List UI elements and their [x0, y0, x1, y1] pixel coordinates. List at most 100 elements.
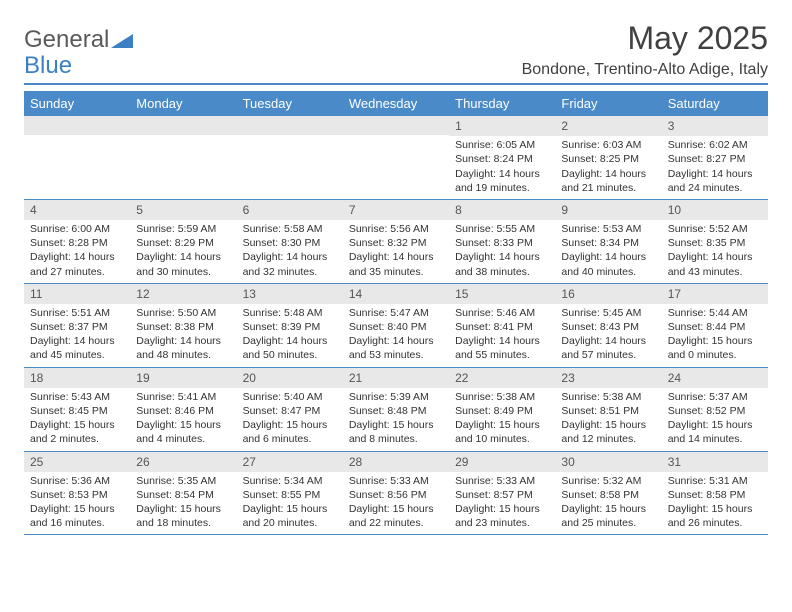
- day-number: 10: [662, 200, 768, 220]
- sunset-text: Sunset: 8:55 PM: [243, 488, 337, 502]
- sunrise-text: Sunrise: 5:48 AM: [243, 306, 337, 320]
- sunrise-text: Sunrise: 5:41 AM: [136, 390, 230, 404]
- sunset-text: Sunset: 8:25 PM: [561, 152, 655, 166]
- weekday-wed: Wednesday: [343, 91, 449, 116]
- day-number: 18: [24, 368, 130, 388]
- day-cell: 21Sunrise: 5:39 AMSunset: 8:48 PMDayligh…: [343, 368, 449, 451]
- sunset-text: Sunset: 8:51 PM: [561, 404, 655, 418]
- day-number: 27: [237, 452, 343, 472]
- sunrise-text: Sunrise: 5:58 AM: [243, 222, 337, 236]
- day-cell: 13Sunrise: 5:48 AMSunset: 8:39 PMDayligh…: [237, 284, 343, 367]
- daylight-text: and 20 minutes.: [243, 516, 337, 530]
- day-cell: 23Sunrise: 5:38 AMSunset: 8:51 PMDayligh…: [555, 368, 661, 451]
- day-number: 24: [662, 368, 768, 388]
- day-number: 8: [449, 200, 555, 220]
- day-number: 11: [24, 284, 130, 304]
- sunset-text: Sunset: 8:33 PM: [455, 236, 549, 250]
- sunset-text: Sunset: 8:34 PM: [561, 236, 655, 250]
- day-number: 30: [555, 452, 661, 472]
- daylight-text: and 45 minutes.: [30, 348, 124, 362]
- sunrise-text: Sunrise: 6:03 AM: [561, 138, 655, 152]
- sunrise-text: Sunrise: 5:52 AM: [668, 222, 762, 236]
- day-body: Sunrise: 5:51 AMSunset: 8:37 PMDaylight:…: [24, 306, 130, 367]
- sunset-text: Sunset: 8:54 PM: [136, 488, 230, 502]
- day-body: Sunrise: 5:34 AMSunset: 8:55 PMDaylight:…: [237, 474, 343, 535]
- daylight-text: and 27 minutes.: [30, 265, 124, 279]
- day-cell: [343, 116, 449, 199]
- daylight-text: and 21 minutes.: [561, 181, 655, 195]
- day-body: Sunrise: 5:40 AMSunset: 8:47 PMDaylight:…: [237, 390, 343, 451]
- day-number: 26: [130, 452, 236, 472]
- day-number: 23: [555, 368, 661, 388]
- sunrise-text: Sunrise: 5:40 AM: [243, 390, 337, 404]
- day-cell: 15Sunrise: 5:46 AMSunset: 8:41 PMDayligh…: [449, 284, 555, 367]
- day-number: 29: [449, 452, 555, 472]
- day-cell: 6Sunrise: 5:58 AMSunset: 8:30 PMDaylight…: [237, 200, 343, 283]
- daylight-text: and 10 minutes.: [455, 432, 549, 446]
- sunrise-text: Sunrise: 5:33 AM: [455, 474, 549, 488]
- daylight-text: Daylight: 14 hours: [30, 250, 124, 264]
- day-body: Sunrise: 5:47 AMSunset: 8:40 PMDaylight:…: [343, 306, 449, 367]
- sunset-text: Sunset: 8:43 PM: [561, 320, 655, 334]
- day-body: Sunrise: 5:41 AMSunset: 8:46 PMDaylight:…: [130, 390, 236, 451]
- logo-text-1: General: [24, 26, 109, 54]
- daylight-text: and 26 minutes.: [668, 516, 762, 530]
- day-body: Sunrise: 5:43 AMSunset: 8:45 PMDaylight:…: [24, 390, 130, 451]
- sunset-text: Sunset: 8:52 PM: [668, 404, 762, 418]
- day-number: 12: [130, 284, 236, 304]
- day-body: Sunrise: 5:50 AMSunset: 8:38 PMDaylight:…: [130, 306, 236, 367]
- calendar-body: 1Sunrise: 6:05 AMSunset: 8:24 PMDaylight…: [24, 116, 768, 535]
- daylight-text: and 53 minutes.: [349, 348, 443, 362]
- daylight-text: Daylight: 14 hours: [668, 167, 762, 181]
- day-cell: 28Sunrise: 5:33 AMSunset: 8:56 PMDayligh…: [343, 452, 449, 535]
- day-cell: [24, 116, 130, 199]
- day-cell: 16Sunrise: 5:45 AMSunset: 8:43 PMDayligh…: [555, 284, 661, 367]
- day-cell: 12Sunrise: 5:50 AMSunset: 8:38 PMDayligh…: [130, 284, 236, 367]
- sunset-text: Sunset: 8:41 PM: [455, 320, 549, 334]
- sunrise-text: Sunrise: 5:55 AM: [455, 222, 549, 236]
- day-number: 7: [343, 200, 449, 220]
- weekday-fri: Friday: [555, 91, 661, 116]
- daylight-text: Daylight: 15 hours: [668, 418, 762, 432]
- sunset-text: Sunset: 8:27 PM: [668, 152, 762, 166]
- sunrise-text: Sunrise: 5:59 AM: [136, 222, 230, 236]
- daylight-text: Daylight: 15 hours: [349, 418, 443, 432]
- sunset-text: Sunset: 8:35 PM: [668, 236, 762, 250]
- day-number: [343, 116, 449, 135]
- daylight-text: and 2 minutes.: [30, 432, 124, 446]
- day-body: Sunrise: 5:37 AMSunset: 8:52 PMDaylight:…: [662, 390, 768, 451]
- daylight-text: and 25 minutes.: [561, 516, 655, 530]
- daylight-text: and 12 minutes.: [561, 432, 655, 446]
- daylight-text: and 40 minutes.: [561, 265, 655, 279]
- daylight-text: Daylight: 15 hours: [30, 502, 124, 516]
- sunrise-text: Sunrise: 5:53 AM: [561, 222, 655, 236]
- sunrise-text: Sunrise: 5:38 AM: [455, 390, 549, 404]
- day-cell: 2Sunrise: 6:03 AMSunset: 8:25 PMDaylight…: [555, 116, 661, 199]
- day-body: Sunrise: 5:48 AMSunset: 8:39 PMDaylight:…: [237, 306, 343, 367]
- day-number: [237, 116, 343, 135]
- daylight-text: Daylight: 15 hours: [561, 502, 655, 516]
- day-body: Sunrise: 5:38 AMSunset: 8:49 PMDaylight:…: [449, 390, 555, 451]
- day-number: 16: [555, 284, 661, 304]
- sunset-text: Sunset: 8:28 PM: [30, 236, 124, 250]
- week-row: 25Sunrise: 5:36 AMSunset: 8:53 PMDayligh…: [24, 452, 768, 536]
- daylight-text: Daylight: 15 hours: [455, 502, 549, 516]
- day-cell: 25Sunrise: 5:36 AMSunset: 8:53 PMDayligh…: [24, 452, 130, 535]
- daylight-text: and 43 minutes.: [668, 265, 762, 279]
- daylight-text: Daylight: 15 hours: [30, 418, 124, 432]
- day-cell: 14Sunrise: 5:47 AMSunset: 8:40 PMDayligh…: [343, 284, 449, 367]
- daylight-text: and 23 minutes.: [455, 516, 549, 530]
- weekday-sat: Saturday: [662, 91, 768, 116]
- location-text: Bondone, Trentino-Alto Adige, Italy: [24, 61, 768, 85]
- sunset-text: Sunset: 8:53 PM: [30, 488, 124, 502]
- daylight-text: Daylight: 14 hours: [455, 334, 549, 348]
- day-cell: [237, 116, 343, 199]
- day-number: 17: [662, 284, 768, 304]
- daylight-text: Daylight: 14 hours: [668, 250, 762, 264]
- sunset-text: Sunset: 8:40 PM: [349, 320, 443, 334]
- sunset-text: Sunset: 8:58 PM: [561, 488, 655, 502]
- day-number: 20: [237, 368, 343, 388]
- day-body: Sunrise: 5:59 AMSunset: 8:29 PMDaylight:…: [130, 222, 236, 283]
- day-body: Sunrise: 5:53 AMSunset: 8:34 PMDaylight:…: [555, 222, 661, 283]
- sunrise-text: Sunrise: 6:05 AM: [455, 138, 549, 152]
